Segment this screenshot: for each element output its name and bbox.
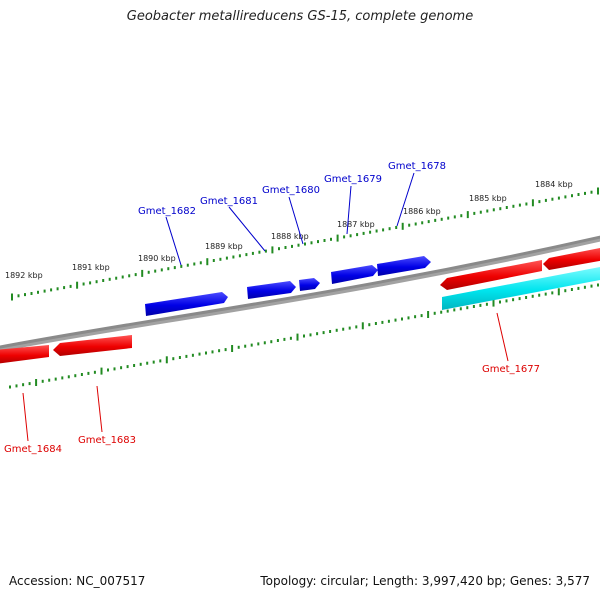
tick-label-1886: 1886 kbp — [403, 207, 441, 216]
gene-feature-gmet-1684[interactable] — [0, 345, 49, 364]
gene-feature-gmet-1678[interactable] — [377, 256, 431, 276]
gene-feature-gmet-1679[interactable] — [331, 265, 378, 284]
genome-backbone-shadow — [0, 236, 600, 352]
gene-label-gmet-1677[interactable]: Gmet_1677 — [482, 364, 540, 375]
tick-label-1891: 1891 kbp — [72, 263, 110, 272]
label-leaders — [22, 172, 509, 442]
scale-labels: 1884 kbp 1885 kbp 1886 kbp 1887 kbp 1888… — [5, 180, 573, 280]
outer-tick-ring — [11, 187, 599, 301]
gene-feature-gmet-1683[interactable] — [53, 335, 132, 356]
forward-genes — [145, 256, 431, 316]
map-title: Geobacter metallireducens GS-15, complet… — [126, 9, 474, 24]
other-feature-gmet-1677[interactable] — [442, 266, 600, 310]
gene-label-gmet-1680[interactable]: Gmet_1680 — [262, 185, 320, 196]
gene-labels: Gmet_1678 Gmet_1679 Gmet_1680 Gmet_1681 … — [4, 161, 540, 455]
tick-label-1884: 1884 kbp — [535, 180, 573, 189]
tick-label-1892: 1892 kbp — [5, 271, 43, 280]
inner-tick-ring — [9, 283, 599, 389]
gene-feature-gmet-1681[interactable] — [247, 281, 296, 299]
accession-text: Accession: NC_007517 — [9, 574, 146, 588]
genome-backbone — [0, 235, 600, 349]
gene-feature-gmet-1676-partial[interactable] — [543, 247, 600, 270]
gene-label-gmet-1684[interactable]: Gmet_1684 — [4, 444, 62, 455]
tick-label-1885: 1885 kbp — [469, 194, 507, 203]
gene-label-gmet-1681[interactable]: Gmet_1681 — [200, 196, 258, 207]
gene-label-gmet-1683[interactable]: Gmet_1683 — [78, 435, 136, 446]
reverse-genes — [0, 247, 600, 364]
tick-label-1887: 1887 kbp — [337, 220, 375, 229]
genome-summary-text: Topology: circular; Length: 3,997,420 bp… — [260, 574, 590, 588]
gene-label-gmet-1679[interactable]: Gmet_1679 — [324, 174, 382, 185]
tick-label-1890: 1890 kbp — [138, 254, 176, 263]
gene-feature-gmet-1680[interactable] — [299, 278, 320, 291]
tick-label-1888: 1888 kbp — [271, 232, 309, 241]
gene-label-gmet-1682[interactable]: Gmet_1682 — [138, 206, 196, 217]
gene-feature-gmet-1682[interactable] — [145, 292, 228, 316]
gene-label-gmet-1678[interactable]: Gmet_1678 — [388, 161, 446, 172]
tick-label-1889: 1889 kbp — [205, 242, 243, 251]
gene-feature-gmet-1677[interactable] — [440, 260, 542, 290]
